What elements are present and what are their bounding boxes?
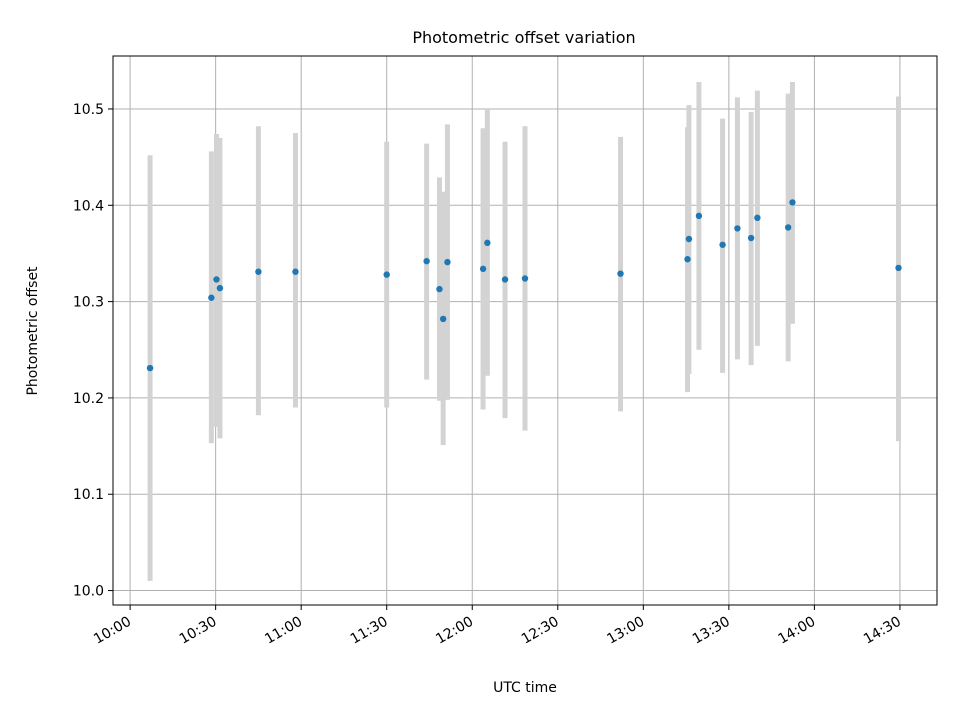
data-point [146,364,154,372]
y-tick-label: 10.1 [73,487,104,503]
x-axis-ticks: 10:00 10:30 11:00 11:30 12:00 12:30 13:00 13:30… [91,605,904,648]
x-tick-label: 13:30 [690,614,733,648]
plot-frame [112,55,938,606]
x-tick-label: 10:30 [177,614,220,648]
data-points [146,199,902,372]
data-point [383,271,390,278]
data-point [789,199,796,206]
error-bars [147,82,902,581]
data-point [754,214,761,222]
y-tick-label: 10.5 [73,102,104,118]
y-tick-label: 10.0 [73,584,104,600]
x-tick-label: 14:30 [861,614,904,648]
data-point [479,265,487,273]
x-tick-label: 12:30 [519,614,562,648]
x-axis-label: UTC time [493,680,557,696]
x-tick-label: 11:30 [348,614,391,648]
x-tick-label: 13:00 [604,614,647,648]
chart-title: Photometric offset variation [412,28,635,47]
data-point [617,270,624,277]
data-point [695,212,703,220]
data-point [439,315,447,323]
data-point [423,257,430,265]
y-tick-label: 10.2 [73,391,104,407]
y-axis-ticks: 10.0 10.1 10.2 10.3 10.4 10.5 [73,102,113,600]
data-point [484,239,491,247]
data-point [208,294,215,301]
data-point [784,224,792,231]
data-point [436,285,443,293]
y-axis-label: Photometric offset [25,266,41,396]
data-point [685,235,693,243]
data-point [213,276,220,283]
data-point [719,241,726,248]
data-point [521,275,529,282]
data-point [684,256,691,263]
data-point [501,276,509,283]
data-point [747,234,755,242]
x-tick-label: 12:00 [433,614,476,648]
data-point [255,268,262,275]
data-point [734,225,741,232]
x-tick-label: 14:00 [775,614,818,648]
data-point [216,284,224,292]
data-point [444,258,451,266]
x-tick-label: 11:00 [262,614,305,648]
y-tick-label: 10.4 [73,198,104,214]
x-tick-label: 10:00 [91,614,134,648]
y-tick-label: 10.3 [73,295,104,311]
data-point [895,264,902,272]
data-point [292,268,299,275]
